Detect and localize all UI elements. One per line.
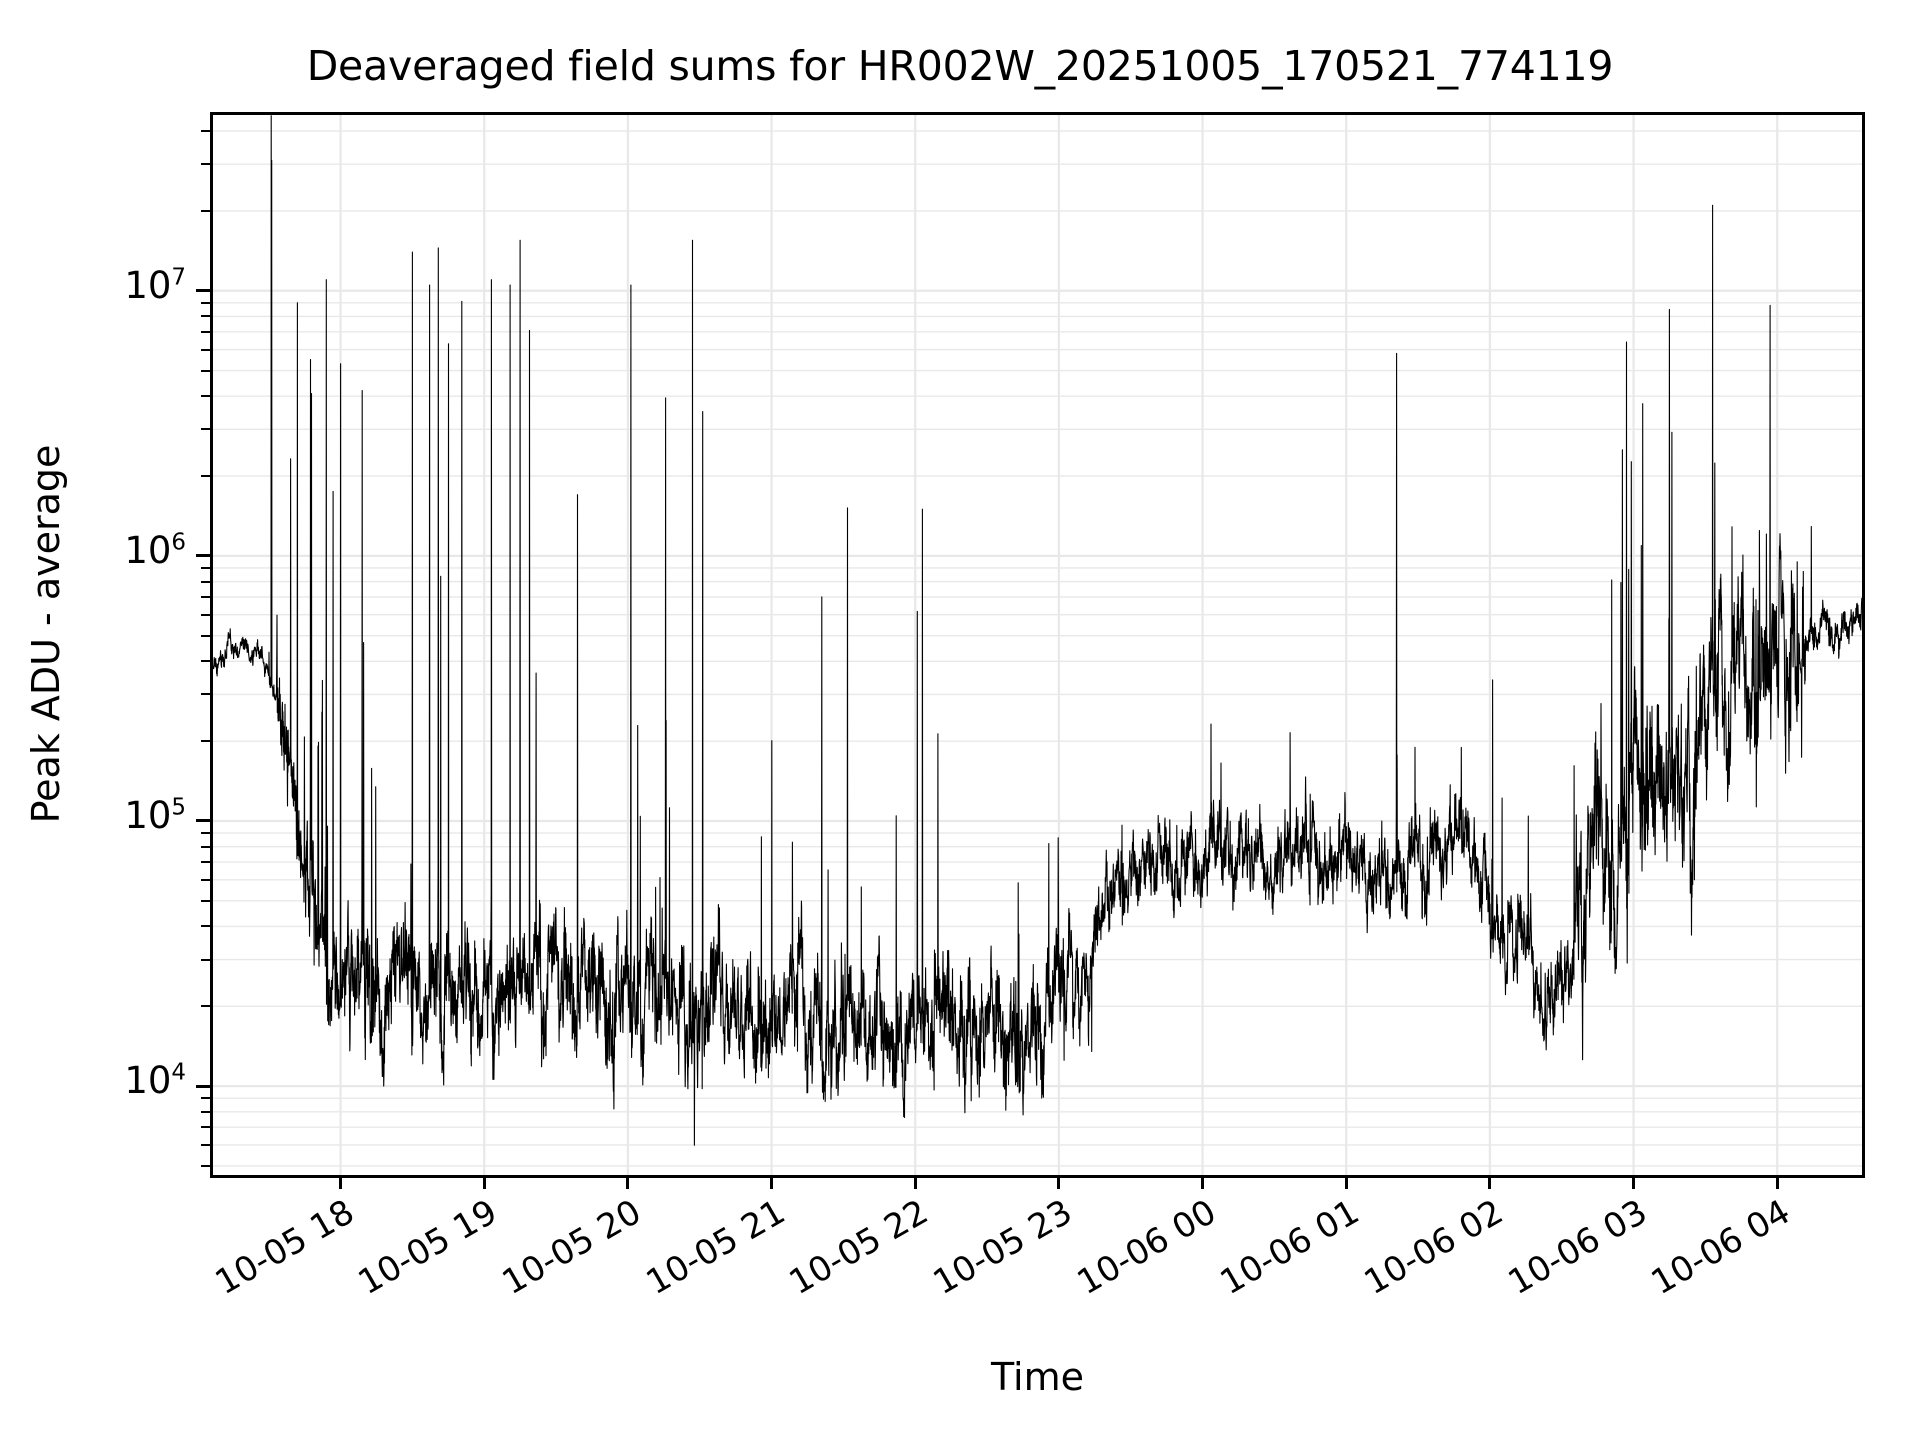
y-minor-tick: [201, 330, 210, 333]
vertical-gridlines: [339, 115, 1779, 1175]
x-major-tick: [913, 1175, 917, 1189]
x-major-tick: [1775, 1175, 1779, 1189]
y-minor-tick: [201, 163, 210, 166]
y-minor-tick: [201, 925, 210, 928]
x-major-tick: [626, 1175, 630, 1189]
x-major-tick: [1488, 1175, 1492, 1189]
x-major-tick: [770, 1175, 774, 1189]
y-tick-label: 104: [124, 1059, 186, 1103]
y-minor-tick: [201, 348, 210, 351]
y-minor-tick: [201, 1005, 210, 1008]
x-major-tick: [1201, 1175, 1205, 1189]
x-major-tick: [1057, 1175, 1061, 1189]
chart-title: Deaveraged field sums for HR002W_2025100…: [306, 42, 1614, 90]
y-minor-tick: [201, 1143, 210, 1146]
y-minor-tick: [201, 566, 210, 569]
y-minor-tick: [201, 395, 210, 398]
y-minor-tick: [201, 475, 210, 478]
y-minor-tick: [201, 861, 210, 864]
y-minor-tick: [201, 958, 210, 961]
y-minor-tick: [201, 428, 210, 431]
x-major-tick: [1344, 1175, 1348, 1189]
y-minor-tick: [201, 878, 210, 881]
y-minor-tick: [201, 369, 210, 372]
y-minor-tick: [201, 899, 210, 902]
y-minor-tick: [201, 845, 210, 848]
y-minor-tick: [201, 130, 210, 133]
x-axis-title: Time: [991, 1355, 1084, 1399]
y-minor-tick: [201, 832, 210, 835]
x-major-tick: [482, 1175, 486, 1189]
y-minor-tick: [201, 693, 210, 696]
y-tick-label: 106: [124, 528, 186, 572]
plot-svg: [213, 115, 1862, 1175]
plot-area[interactable]: [210, 112, 1865, 1178]
y-major-tick: [196, 819, 210, 823]
y-minor-tick: [201, 301, 210, 304]
y-minor-tick: [201, 613, 210, 616]
y-major-tick: [196, 289, 210, 293]
y-minor-tick: [201, 315, 210, 318]
x-major-tick: [1632, 1175, 1636, 1189]
data-series-line: [213, 115, 1862, 1146]
y-axis-title: Peak ADU - average: [24, 444, 68, 824]
y-minor-tick: [201, 595, 210, 598]
major-horizontal-gridlines: [213, 289, 1862, 1088]
y-minor-tick: [201, 1126, 210, 1129]
y-minor-tick: [201, 1110, 210, 1113]
y-minor-tick: [201, 634, 210, 637]
y-tick-label: 105: [124, 793, 186, 837]
y-minor-tick: [201, 580, 210, 583]
y-major-tick: [196, 1084, 210, 1088]
y-minor-tick: [201, 740, 210, 743]
y-major-tick: [196, 554, 210, 558]
x-major-tick: [339, 1175, 343, 1189]
y-minor-tick: [201, 660, 210, 663]
y-minor-tick: [201, 209, 210, 212]
y-minor-tick: [201, 1097, 210, 1100]
y-tick-label: 107: [124, 263, 186, 307]
y-minor-tick: [201, 1164, 210, 1167]
